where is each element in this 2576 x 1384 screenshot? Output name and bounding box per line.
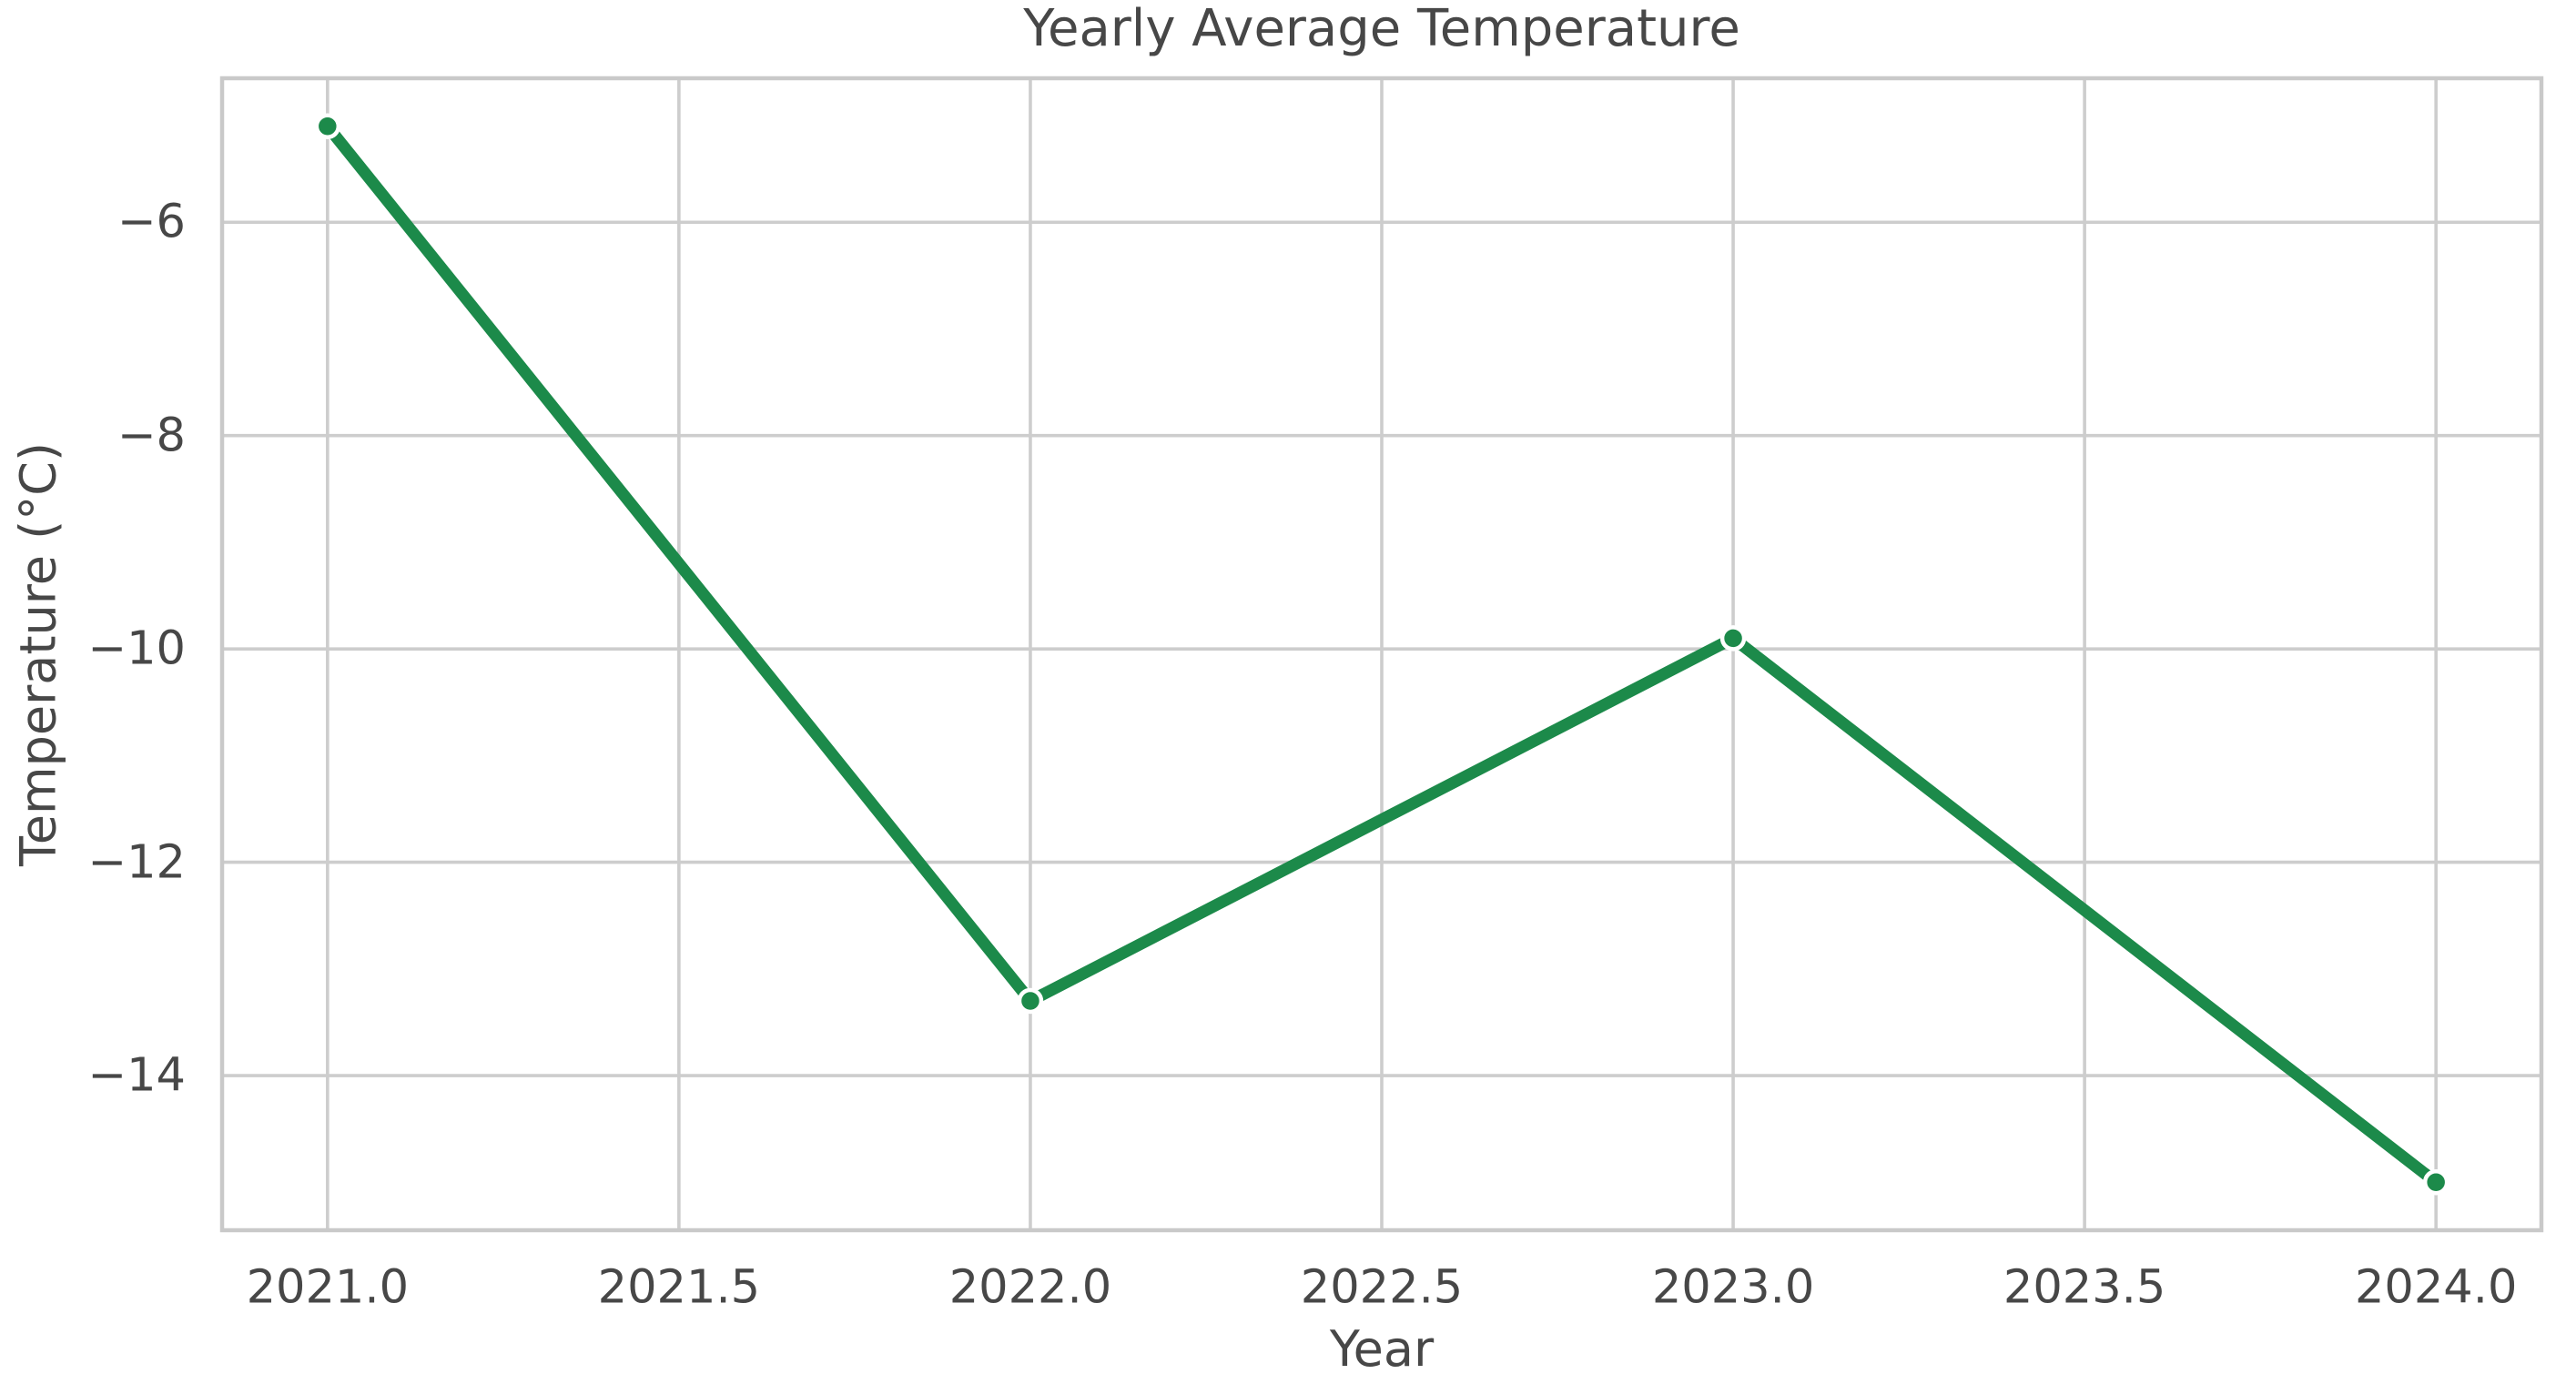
y-tick-label: −10 <box>87 621 186 676</box>
data-point-marker <box>314 113 341 139</box>
data-point-marker <box>2422 1169 2449 1196</box>
x-tick-label: 2022.0 <box>948 1260 1112 1315</box>
data-point-marker <box>1719 625 1747 652</box>
data-point-marker <box>1017 987 1044 1015</box>
y-tick-label: −12 <box>87 835 186 890</box>
y-tick-label: −8 <box>117 409 186 463</box>
x-tick-label: 2022.5 <box>1300 1260 1464 1315</box>
temperature-line <box>322 122 2440 1187</box>
chart-title: Yearly Average Temperature <box>1023 0 1740 58</box>
x-tick-label: 2021.0 <box>246 1260 410 1315</box>
x-axis-label: Year <box>1329 1320 1435 1378</box>
x-tick-label: 2021.5 <box>597 1260 761 1315</box>
plot-border <box>219 76 2544 1233</box>
y-tick-label: −6 <box>117 195 186 249</box>
x-tick-label: 2023.0 <box>1651 1260 1815 1315</box>
x-tick-label: 2023.5 <box>2003 1260 2166 1315</box>
y-tick-label: −14 <box>87 1048 186 1103</box>
x-tick-label: 2024.0 <box>2354 1260 2518 1315</box>
